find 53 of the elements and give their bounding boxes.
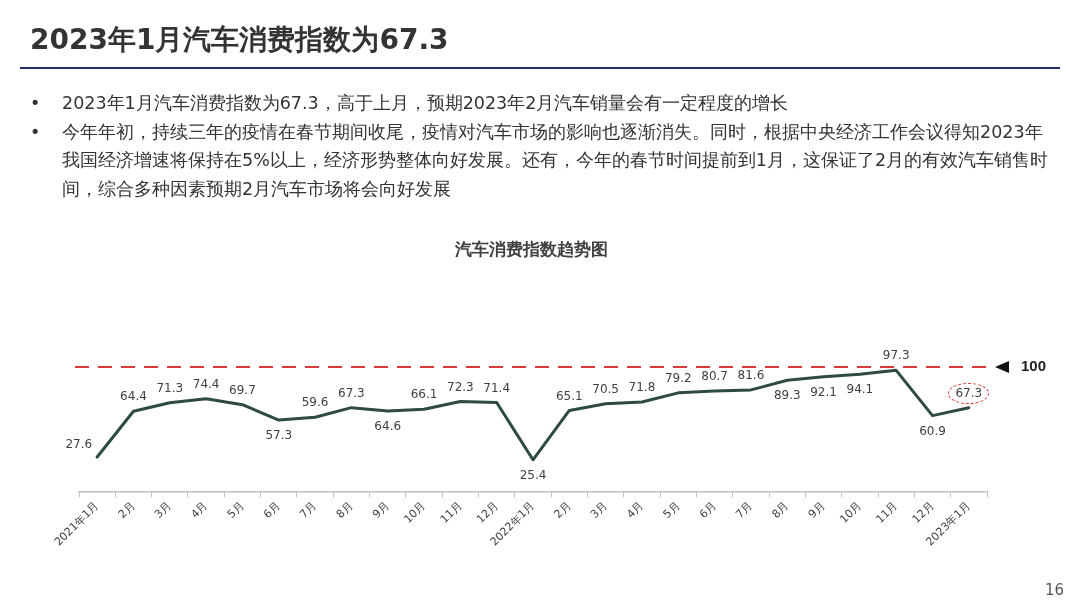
data-label: 69.7 [229, 382, 256, 397]
data-label: 70.5 [592, 381, 619, 396]
data-label: 67.3 [338, 385, 365, 400]
x-tick-label: 7月 [297, 498, 320, 521]
data-label: 79.2 [664, 370, 692, 385]
data-label: 74.4 [192, 376, 220, 391]
x-tick-label: 2月 [115, 498, 138, 521]
x-tick-label: 8月 [333, 498, 356, 521]
data-label: 72.3 [447, 379, 474, 394]
data-label: 67.3 [955, 385, 983, 400]
x-tick-label: 8月 [769, 498, 792, 521]
data-label: 81.6 [737, 368, 765, 383]
x-tick-label: 10月 [837, 498, 865, 526]
x-tick-label: 3月 [152, 498, 174, 521]
data-label: 60.9 [919, 423, 946, 438]
data-label: 89.3 [773, 388, 801, 403]
data-label: 64.4 [120, 389, 147, 404]
x-tick-label: 4月 [188, 498, 211, 521]
data-label: 71.4 [483, 380, 511, 395]
data-label: 92.1 [810, 384, 837, 399]
x-tick-label: 5月 [224, 498, 247, 521]
x-tick-label: 9月 [369, 498, 392, 521]
data-label: 80.7 [701, 369, 728, 384]
x-tick-label: 4月 [624, 498, 647, 521]
data-label: 25.4 [519, 467, 547, 482]
data-label: 65.1 [555, 388, 583, 403]
x-tick-label: 9月 [805, 498, 828, 521]
text: 16 [1044, 581, 1064, 599]
x-tick-label: 11月 [873, 498, 901, 526]
x-tick-label: 5月 [660, 498, 683, 521]
data-label: 71.3 [156, 380, 184, 395]
data-label: 71.8 [628, 380, 656, 395]
x-tick-label: 10月 [401, 498, 429, 526]
chart-title: 2023年1月汽车消费指数为67.3 [30, 23, 449, 57]
data-label: 57.3 [265, 428, 293, 443]
x-tick-label: 7月 [733, 498, 756, 521]
data-label: 94.1 [846, 382, 874, 397]
x-tick-label: 3月 [587, 498, 610, 521]
x-tick-label: 12月 [909, 498, 937, 526]
x-tick-label: 2月 [551, 498, 574, 521]
data-label: 66.1 [410, 387, 438, 402]
ref-line-label: 100 [1021, 357, 1047, 375]
text: • 2023年1月汽车消费指数为67.3，高于上月，预期2023年2月汽车销量会有一定程度的增长 [30, 93, 789, 113]
data-label: 97.3 [882, 348, 910, 363]
chart-subtitle: 汽车消费指数趋势图 [455, 238, 608, 261]
x-tick-label: 6月 [260, 498, 283, 521]
x-tick-label: 6月 [696, 498, 719, 521]
text: • 今年年初，持续三年的疫情在春节期间收尾，疫情对汽车市场的影响也逐渐消失。同时，根据中央经济工作会议得知2023年我国经济增速将保持在5%以上，经济形势整体向好发展。还有，今年的春节时间提前到1月，这保证了2月的有效汽车销售时间，综合多种因素预期2月汽车市场将会向好发展 [30, 121, 1049, 199]
x-tick-label: 11月 [437, 498, 465, 526]
x-tick-label: 12月 [473, 498, 501, 526]
data-label: 27.6 [65, 437, 93, 452]
data-label: 59.6 [301, 395, 329, 410]
data-label: 64.6 [374, 419, 402, 434]
